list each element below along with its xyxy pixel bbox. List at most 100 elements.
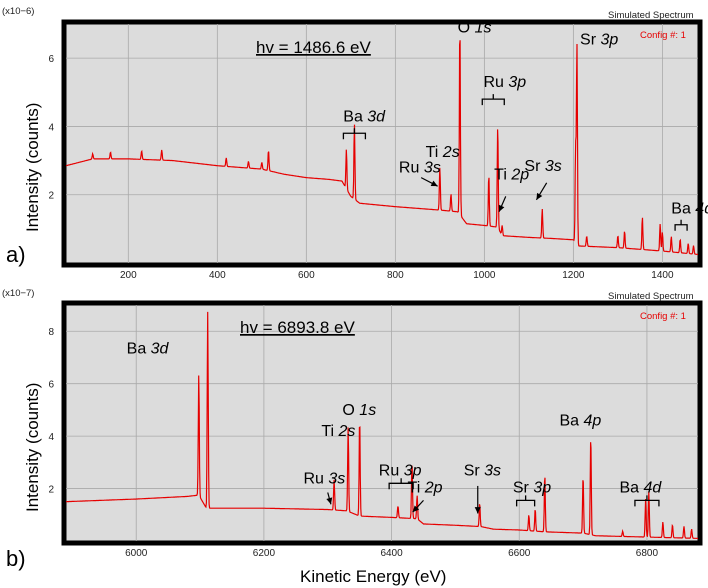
x-tick-label: 1000: [473, 270, 496, 281]
panel-b-label: b): [6, 546, 26, 571]
peak-label-orbital: 2s: [338, 423, 356, 440]
panel-b-spectrum-line: [65, 311, 698, 539]
peak-label-element: O: [342, 402, 359, 419]
panel-a-hv-label: hv = 1486.6 eV: [256, 38, 372, 57]
panel-b: 6000 6200 6400 6600 6800 2 4 6 8 Ba 3d Ru 3s Ti 2s…: [2, 288, 703, 571]
peak-label: Ti 2s: [321, 423, 355, 440]
peak-label: Ba 4d: [671, 200, 708, 217]
x-tick-label: 6200: [253, 548, 276, 559]
peak-label-element: Sr: [464, 462, 484, 479]
peak-label-orbital: 3p: [533, 479, 551, 496]
x-tick-label: 200: [120, 270, 137, 281]
peak-label-orbital: 3d: [151, 341, 170, 358]
peak-label: O 1s: [458, 20, 492, 37]
panel-a-scale-label: (x10−6): [2, 6, 34, 17]
peak-label-element: Ba: [671, 200, 695, 217]
peak-bracket: [634, 495, 660, 507]
panel-b-frame: [61, 300, 703, 546]
peak-label: Ti 2p: [494, 166, 529, 183]
peak-label: Ru 3p: [379, 462, 422, 479]
y-axis-label-a: Intensity (counts): [23, 103, 42, 232]
peak-label-element: Ti: [494, 166, 511, 183]
y-tick-label: 2: [48, 485, 54, 496]
peak-arrowhead: [536, 192, 543, 200]
peak-label: Ba 4d: [619, 479, 662, 496]
x-tick-label: 600: [298, 270, 315, 281]
peak-label: Ru 3s: [399, 160, 441, 177]
peak-label-orbital: 2p: [424, 479, 443, 496]
peak-arrowhead: [412, 505, 420, 513]
x-tick-label: 1400: [651, 270, 674, 281]
peak-label-orbital: 3p: [508, 74, 526, 91]
peak-label-element: Ru: [399, 160, 424, 177]
peak-label-element: O: [458, 20, 475, 37]
peak-label-element: Ba: [559, 413, 583, 430]
panel-b-scale-label: (x10−7): [2, 288, 34, 299]
peak-label: Sr 3s: [524, 158, 561, 175]
peak-label-orbital: 4p: [583, 413, 601, 430]
peak-label: Sr 3p: [580, 31, 618, 48]
peak-label-orbital: 3p: [601, 31, 619, 48]
peak-label-orbital: 1s: [359, 402, 376, 419]
peak-label-orbital: 3p: [404, 462, 422, 479]
peak-label-element: Ba: [127, 341, 151, 358]
panel-b-ticks: 6000 6200 6400 6600 6800 2 4 6 8: [48, 327, 658, 559]
x-tick-label: 6400: [380, 548, 403, 559]
panel-a-grid: [66, 24, 698, 263]
peak-label: Ti 2s: [426, 144, 460, 161]
peak-label-orbital: 3s: [545, 158, 562, 175]
peak-label-orbital: 4d: [695, 200, 708, 217]
y-tick-label: 8: [48, 327, 54, 338]
peak-label-element: Ru: [379, 462, 404, 479]
peak-label-orbital: 2p: [510, 166, 529, 183]
panel-a-label: a): [6, 242, 26, 267]
peak-label: O 1s: [342, 402, 376, 419]
peak-label: Ti 2p: [408, 479, 443, 496]
x-tick-label: 800: [387, 270, 404, 281]
peak-bracket: [481, 94, 505, 106]
panel-a-config-label: Config #: 1: [640, 30, 686, 41]
peak-arrowhead: [498, 204, 505, 212]
panel-b-sim-label: Simulated Spectrum: [608, 291, 694, 302]
y-tick-label: 2: [48, 191, 54, 202]
peak-label-orbital: 3s: [484, 462, 501, 479]
panel-b-hv-label: hv = 6893.8 eV: [240, 318, 356, 337]
y-tick-label: 6: [48, 380, 54, 391]
x-tick-label: 1200: [562, 270, 585, 281]
peak-bracket: [674, 219, 688, 231]
peak-arrowhead: [430, 180, 438, 187]
peak-label-element: Ru: [303, 470, 328, 487]
peak-label-element: Ba: [619, 479, 643, 496]
panel-a-ticks: 200 400 600 800 1000 1200 1400 2 4 6: [48, 54, 674, 281]
y-axis-label-b: Intensity (counts): [23, 383, 42, 512]
peak-label-element: Ti: [321, 423, 338, 440]
peak-label-element: Ru: [483, 74, 508, 91]
peak-bracket: [388, 478, 414, 490]
peak-bracket: [342, 128, 367, 140]
peak-label: Ru 3s: [303, 470, 345, 487]
peak-label-element: Sr: [580, 31, 600, 48]
panel-a-frame: [61, 19, 703, 268]
peak-label-orbital: 3s: [328, 470, 345, 487]
peak-arrowhead: [326, 497, 333, 505]
peak-label-element: Ti: [408, 479, 425, 496]
peak-label-orbital: 3d: [367, 108, 386, 125]
y-tick-label: 4: [48, 122, 54, 133]
panel-b-config-label: Config #: 1: [640, 311, 686, 322]
peak-label-element: Ti: [426, 144, 443, 161]
panel-a-sim-label: Simulated Spectrum: [608, 10, 694, 21]
peak-label: Sr 3p: [513, 479, 551, 496]
panel-b-grid: [66, 305, 698, 541]
peak-label-orbital: 4d: [643, 479, 662, 496]
x-tick-label: 6600: [508, 548, 531, 559]
peak-arrowhead: [474, 507, 481, 514]
x-axis-label: Kinetic Energy (eV): [300, 567, 446, 586]
y-tick-label: 4: [48, 432, 54, 443]
peak-label-orbital: 1s: [475, 20, 492, 37]
peak-bracket: [515, 495, 536, 507]
panel-a-spectrum-line: [65, 40, 699, 256]
peak-label-element: Sr: [524, 158, 544, 175]
